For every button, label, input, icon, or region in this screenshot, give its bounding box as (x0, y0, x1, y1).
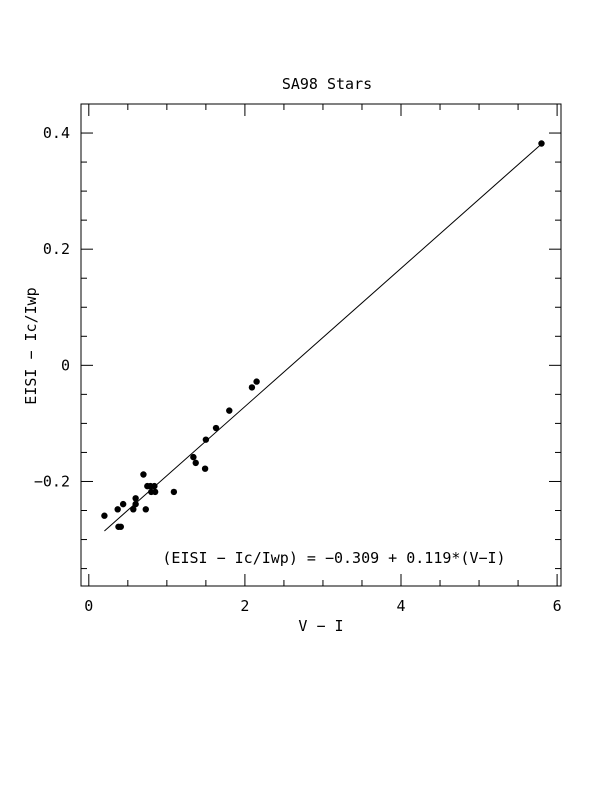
data-point-22 (226, 407, 233, 414)
x-tick-label: 0 (84, 597, 93, 615)
data-point-24 (253, 378, 260, 385)
y-tick-label: 0 (61, 356, 70, 374)
fit-line-layer (104, 143, 542, 532)
x-tick-label: 6 (553, 597, 562, 615)
x-axis-label: V − I (298, 617, 343, 635)
data-point-9 (140, 471, 147, 478)
data-point-8 (132, 500, 139, 508)
data-point-25 (538, 140, 545, 147)
data-point-14 (151, 482, 158, 490)
axis-tick-labels: 0 2 4 6 −0.2 0 0.2 0.4 (34, 124, 562, 615)
fit-equation-annotation: (EISI − Ic/Iwp) = −0.309 + 0.119*(V−I) (162, 549, 505, 567)
y-tick-label: 0.4 (43, 124, 70, 142)
data-point-21 (212, 424, 220, 432)
data-point-7 (132, 495, 139, 502)
y-tick-label: 0.2 (43, 240, 70, 258)
data-point-10 (142, 506, 149, 513)
chart-title: SA98 Stars (282, 75, 372, 93)
data-points (101, 140, 545, 530)
data-point-2 (114, 506, 121, 513)
data-point-4 (117, 523, 125, 530)
data-point-16 (170, 488, 178, 496)
data-point-5 (119, 500, 127, 508)
x-tick-label: 4 (396, 597, 405, 615)
y-tick-label: −0.2 (34, 472, 70, 490)
axis-ticks (81, 104, 561, 586)
data-point-20 (202, 436, 210, 443)
data-point-19 (201, 465, 209, 472)
fit-line (104, 143, 542, 532)
plot-frame (80, 103, 562, 587)
data-point-6 (130, 506, 137, 513)
data-point-18 (192, 459, 199, 467)
data-point-17 (190, 453, 197, 461)
data-point-1 (101, 512, 108, 519)
data-point-23 (248, 384, 256, 391)
data-point-15 (151, 488, 159, 496)
x-tick-label: 2 (240, 597, 249, 615)
y-axis-label: EISI − Ic/Iwp (22, 287, 40, 404)
